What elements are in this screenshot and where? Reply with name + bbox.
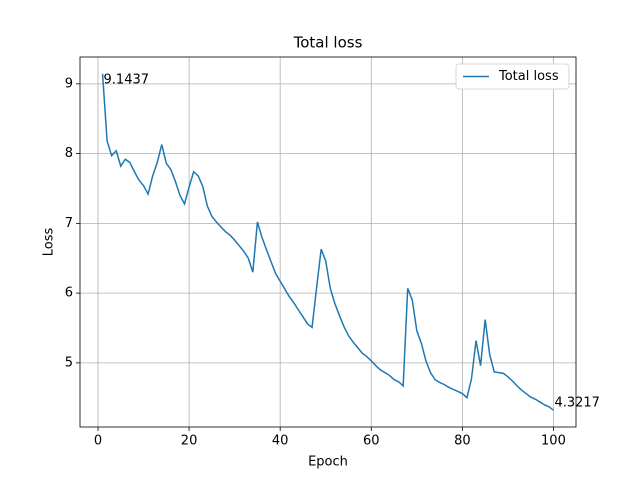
x-axis-label: Epoch: [308, 455, 348, 470]
x-tick-label: 0: [94, 434, 102, 449]
y-tick-label: 5: [65, 355, 73, 370]
annotation: 4.3217: [554, 396, 600, 411]
annotation: 9.1437: [104, 72, 150, 87]
chart-title: Total loss: [293, 34, 363, 52]
y-tick-label: 9: [65, 76, 73, 91]
legend-label: Total loss: [498, 69, 559, 84]
y-tick-label: 6: [65, 286, 73, 301]
x-tick-label: 60: [363, 434, 380, 449]
x-tick-label: 100: [541, 434, 566, 449]
x-tick-label: 80: [454, 434, 471, 449]
legend-box: [455, 63, 570, 90]
x-tick-label: 40: [272, 434, 289, 449]
y-tick-label: 8: [65, 146, 73, 161]
y-tick-label: 7: [65, 216, 73, 231]
y-axis-label: Loss: [42, 228, 57, 257]
plot-frame: [79, 56, 577, 428]
line-series: [101, 73, 554, 411]
x-tick-label: 20: [181, 434, 198, 449]
